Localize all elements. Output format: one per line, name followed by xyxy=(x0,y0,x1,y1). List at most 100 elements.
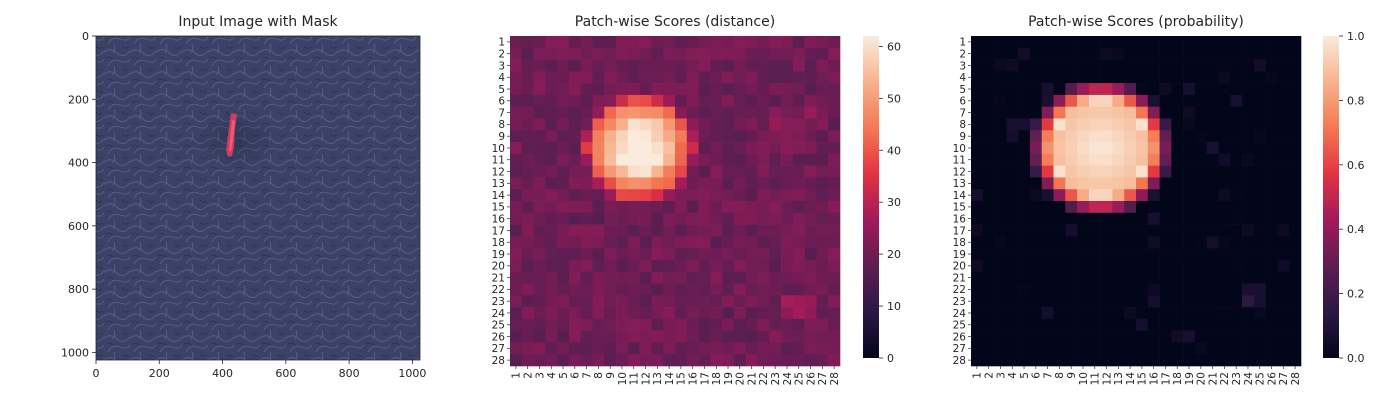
heatmap-cell xyxy=(1253,318,1266,331)
heatmap-cell xyxy=(769,212,782,225)
y-tick-label: 11 xyxy=(953,155,966,167)
heatmap-cell xyxy=(792,271,805,284)
heatmap-cell xyxy=(580,59,593,72)
heatmap-cell xyxy=(733,59,747,72)
heatmap-cell xyxy=(733,330,747,343)
heatmap-cell xyxy=(1136,153,1149,166)
y-tick-label: 27 xyxy=(953,343,966,355)
heatmap-cell xyxy=(804,330,817,343)
heatmap-cell xyxy=(627,271,640,284)
heatmap-cell xyxy=(792,212,805,225)
x-tick-label: 2 xyxy=(522,372,534,379)
heatmap-cell xyxy=(592,342,605,355)
heatmap-cell xyxy=(757,354,770,367)
heatmap-cell xyxy=(592,295,605,308)
heatmap-cell xyxy=(1053,307,1066,320)
heatmap-cell xyxy=(1065,259,1078,273)
heatmap-cell xyxy=(580,118,593,131)
heatmap-cell xyxy=(686,36,699,49)
heatmap-cell xyxy=(592,83,605,96)
heatmap-cell xyxy=(1041,330,1054,343)
heatmap-cell xyxy=(686,59,699,72)
heatmap-cell xyxy=(804,130,817,143)
distance-colorbar xyxy=(863,36,879,358)
heatmap-cell xyxy=(1100,142,1113,155)
heatmap-cell xyxy=(1183,212,1196,225)
heatmap-cell xyxy=(557,118,570,131)
heatmap-cell xyxy=(568,189,582,202)
heatmap-cell xyxy=(580,177,593,190)
probability-colorbar-ticks: 0.00.20.40.60.81.0 xyxy=(1339,30,1365,365)
colorbar-tick-label: 0.4 xyxy=(1347,223,1365,236)
y-tick-label: 16 xyxy=(953,213,967,225)
y-tick-label: 21 xyxy=(492,272,505,284)
heatmap-cell xyxy=(1018,142,1031,155)
heatmap-cell xyxy=(686,118,699,131)
heatmap-cell xyxy=(1183,283,1196,296)
heatmap-cell xyxy=(1253,94,1266,108)
heatmap-cell xyxy=(663,224,676,237)
heatmap-cell xyxy=(757,248,770,261)
heatmap-cell xyxy=(1242,142,1255,155)
heatmap-cell xyxy=(804,71,817,84)
x-tick-label: 10 xyxy=(617,372,629,385)
heatmap-cell xyxy=(781,354,794,367)
heatmap-cell xyxy=(710,271,723,284)
heatmap-cell xyxy=(804,201,817,214)
heatmap-cell xyxy=(710,189,723,202)
heatmap-cell xyxy=(639,130,652,143)
heatmap-cell xyxy=(1112,201,1125,214)
heatmap-cell xyxy=(1171,318,1184,331)
heatmap-cell xyxy=(1136,330,1149,343)
heatmap-cell xyxy=(568,94,582,108)
heatmap-cell xyxy=(1171,71,1184,84)
heatmap-cell xyxy=(698,106,711,119)
heatmap-cell xyxy=(521,224,534,237)
heatmap-cell xyxy=(1171,47,1184,60)
heatmap-cell xyxy=(1041,106,1054,119)
heatmap-cell xyxy=(686,71,699,84)
heatmap-cell xyxy=(1277,248,1290,261)
heatmap-cell xyxy=(1265,295,1278,308)
heatmap-cell xyxy=(745,236,758,249)
heatmap-cell xyxy=(1065,248,1078,261)
heatmap-cell xyxy=(1206,212,1219,225)
heatmap-cell xyxy=(675,47,688,60)
heatmap-cell xyxy=(568,106,582,119)
heatmap-cell xyxy=(1183,106,1196,119)
heatmap-cell xyxy=(1100,189,1113,202)
heatmap-cell xyxy=(757,71,770,84)
heatmap-cell xyxy=(1265,118,1278,131)
heatmap-cell xyxy=(1124,295,1137,308)
heatmap-cell xyxy=(710,330,723,343)
heatmap-cell xyxy=(627,142,640,155)
heatmap-cell xyxy=(828,318,841,331)
heatmap-cell xyxy=(663,248,676,261)
heatmap-cell xyxy=(698,142,711,155)
heatmap-cell xyxy=(1136,165,1149,178)
heatmap-cell xyxy=(1065,71,1078,84)
x-tick-label: 23 xyxy=(770,372,782,385)
heatmap-cell xyxy=(1183,330,1196,343)
heatmap-cell xyxy=(1147,259,1160,273)
heatmap-cell xyxy=(816,36,829,49)
heatmap-cell xyxy=(510,71,523,84)
y-tick-label: 5 xyxy=(498,84,505,96)
heatmap-cell xyxy=(1183,36,1196,49)
heatmap-cell xyxy=(1041,318,1054,331)
heatmap-cell xyxy=(994,118,1007,131)
heatmap-cell xyxy=(971,295,984,308)
heatmap-cell xyxy=(568,259,582,273)
heatmap-cell xyxy=(580,259,593,273)
y-tick-label: 9 xyxy=(959,131,966,143)
heatmap-cell xyxy=(686,307,699,320)
heatmap-cell xyxy=(710,307,723,320)
heatmap-cell xyxy=(580,307,593,320)
heatmap-cell xyxy=(557,59,570,72)
heatmap-cell xyxy=(1065,130,1078,143)
heatmap-cell xyxy=(781,201,794,214)
heatmap-cell xyxy=(1289,259,1302,273)
heatmap-cell xyxy=(1206,153,1219,166)
heatmap-cell xyxy=(639,142,652,155)
heatmap-cell xyxy=(604,94,617,108)
